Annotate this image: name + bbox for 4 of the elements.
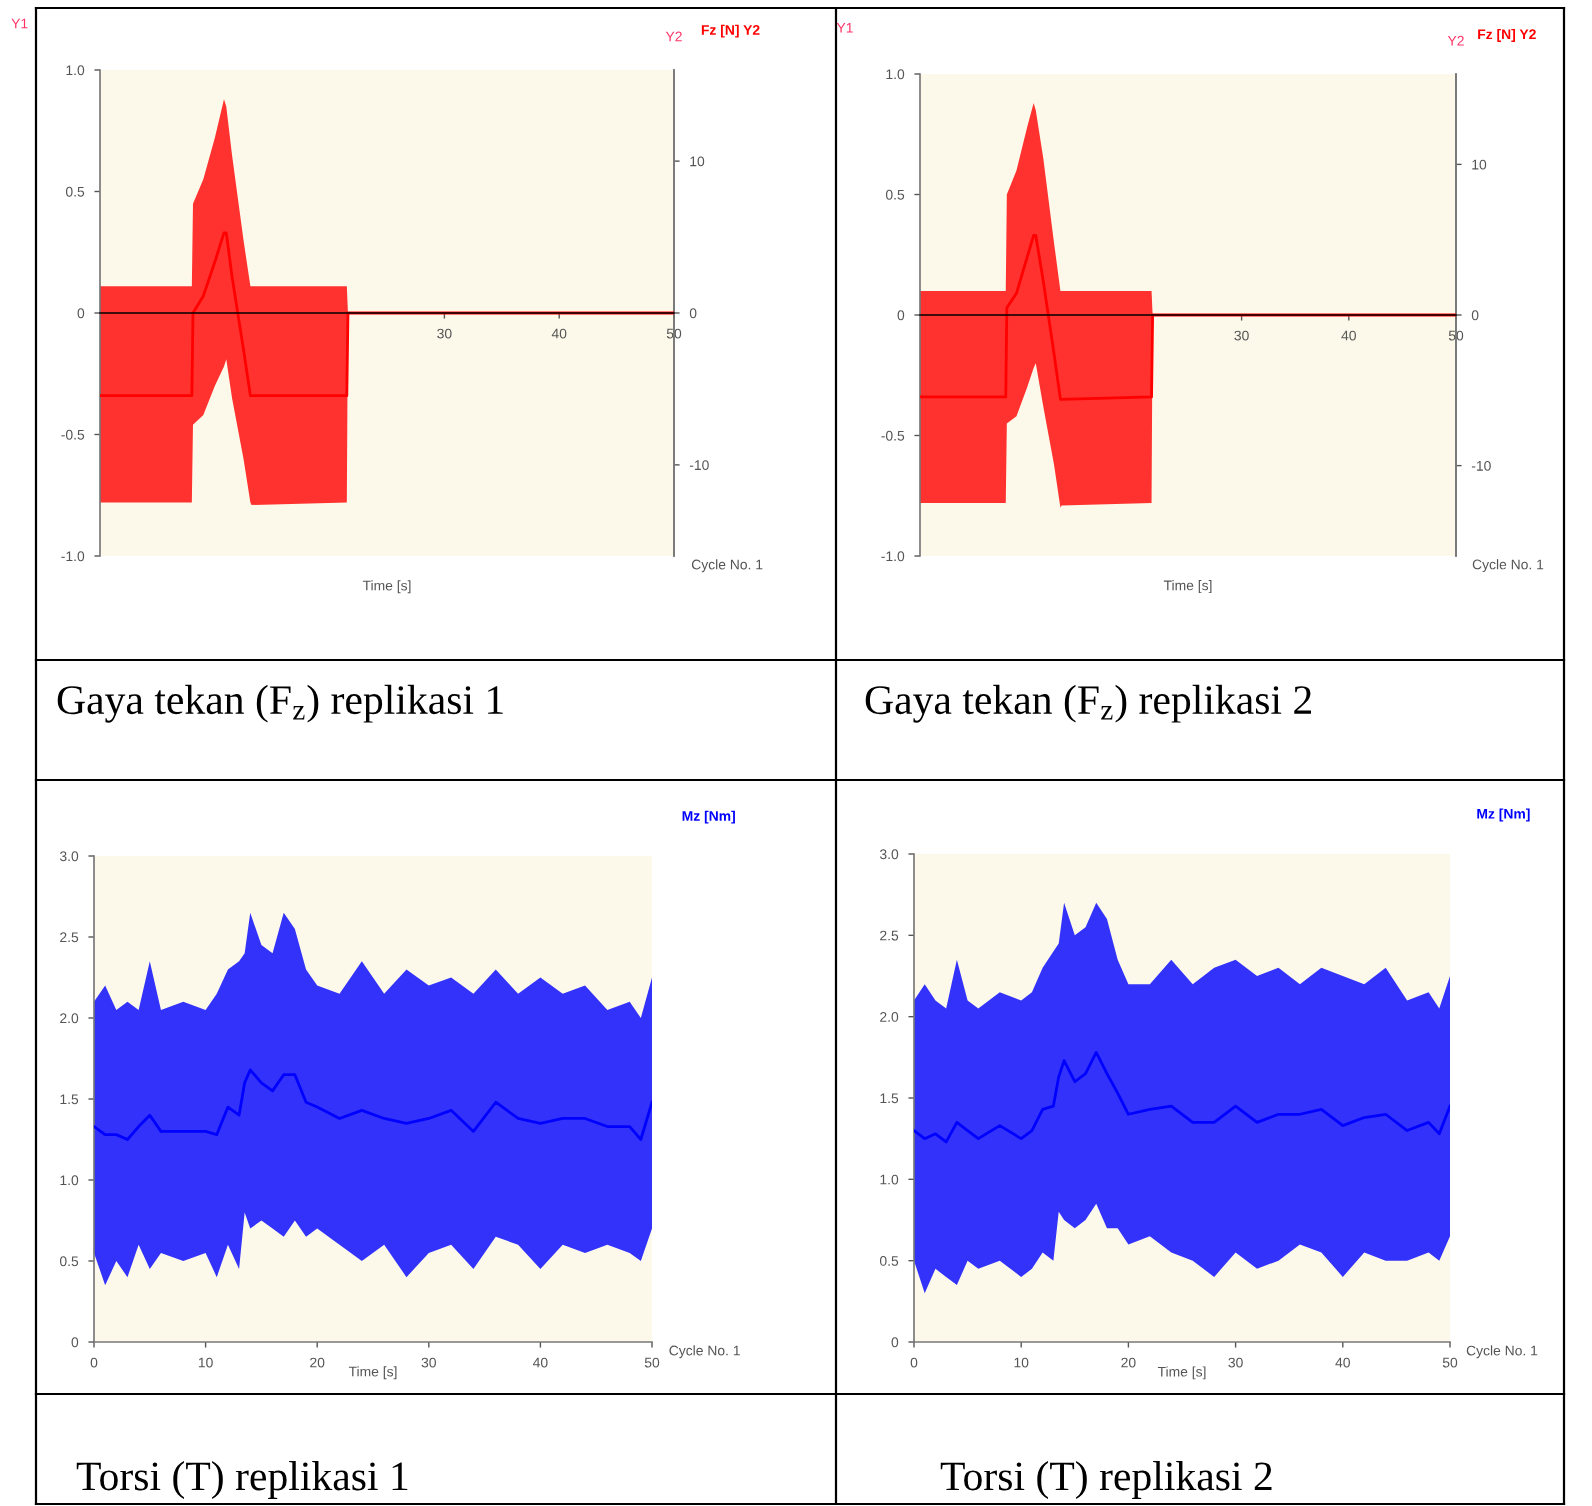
text: Torsi (T) replikasi 1 — [76, 1461, 408, 1499]
text: Gaya tekan (F$_{z}$) replikasi 1 — [57, 684, 503, 723]
text: Torsi (T) replikasi 2 — [940, 1461, 1272, 1499]
text: Gaya tekan (F$_{z}$) replikasi 2 — [865, 684, 1311, 723]
